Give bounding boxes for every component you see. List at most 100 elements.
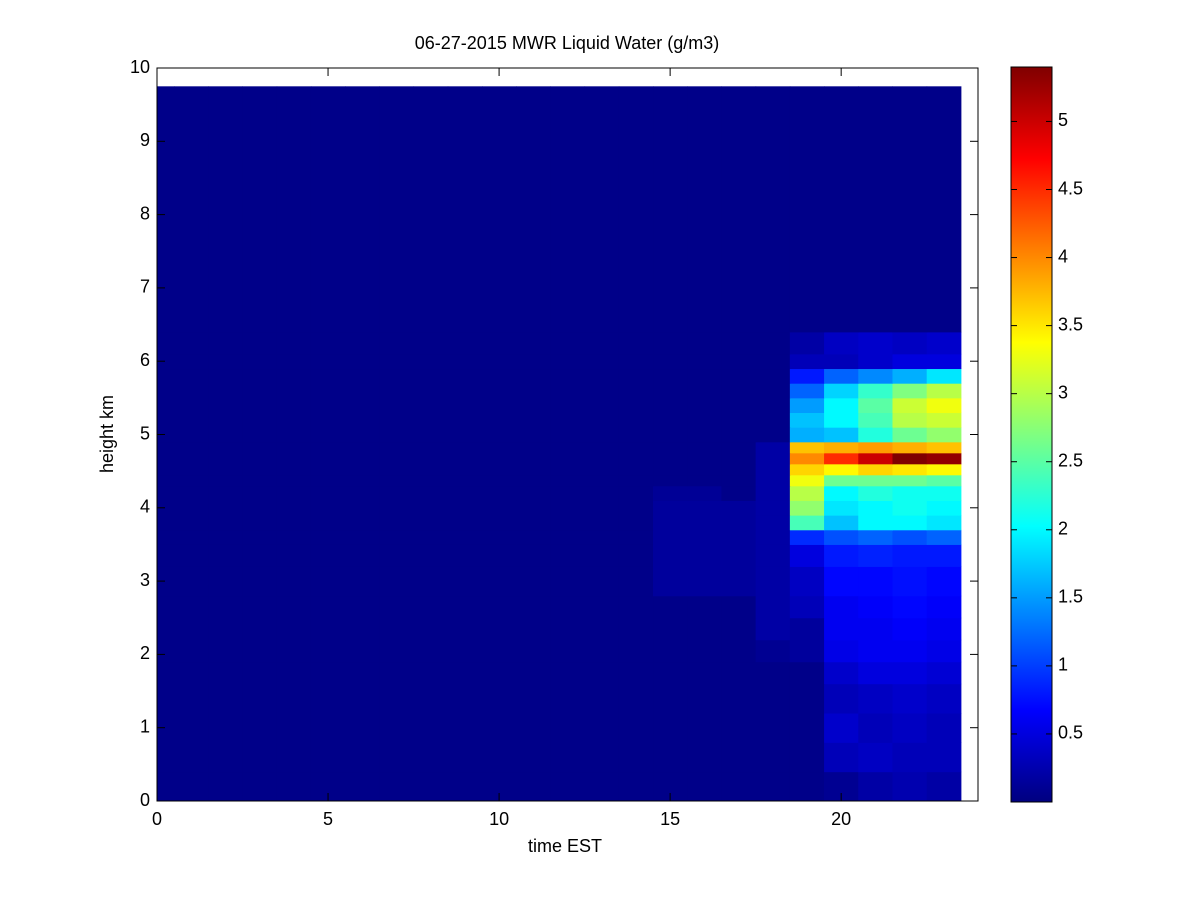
heat-cell	[892, 368, 928, 384]
heat-cell	[157, 412, 175, 428]
heat-cell	[481, 331, 517, 355]
heat-cell	[789, 331, 825, 355]
heat-cell	[858, 595, 893, 619]
heat-cell	[721, 713, 757, 743]
heat-cell	[892, 463, 928, 476]
heat-cell	[892, 639, 928, 663]
heat-cell	[276, 595, 312, 619]
heat-cell	[413, 463, 449, 476]
heat-cell	[687, 771, 722, 802]
heat-cell	[310, 683, 346, 714]
heat-cell	[208, 639, 244, 663]
heat-cell	[310, 661, 346, 685]
heat-cell	[584, 397, 620, 414]
heat-cell	[310, 427, 346, 443]
heat-cell	[721, 566, 757, 597]
heat-cell	[345, 617, 380, 641]
heat-cell	[789, 463, 825, 476]
heat-cell	[481, 463, 517, 476]
heat-cell	[824, 474, 859, 487]
heat-cell	[755, 86, 791, 333]
heat-cell	[584, 500, 620, 516]
heat-cell	[157, 397, 175, 414]
heat-cell	[447, 683, 483, 714]
heat-cell	[824, 617, 859, 641]
heat-cell	[447, 529, 483, 545]
heat-cell	[755, 474, 791, 487]
heat-cell	[516, 617, 551, 641]
heat-cell	[653, 713, 688, 743]
heat-cell	[276, 544, 312, 567]
heat-cell	[516, 368, 551, 384]
heat-cell	[892, 617, 928, 641]
heat-cell	[687, 661, 722, 685]
heat-cell	[926, 397, 962, 414]
x-tick-label: 10	[489, 809, 509, 829]
heat-cell	[208, 368, 244, 384]
heat-cell	[721, 544, 757, 567]
y-tick-label: 4	[140, 497, 150, 517]
heat-cell	[447, 485, 483, 501]
heat-cell	[174, 412, 209, 428]
heat-cell	[618, 474, 654, 487]
heat-cell	[379, 544, 415, 567]
heat-cell	[242, 86, 278, 333]
heat-cell	[926, 771, 962, 802]
heat-cell	[892, 397, 928, 414]
heat-cell	[550, 474, 586, 487]
heat-cell	[858, 463, 893, 476]
heat-cell	[618, 353, 654, 370]
heat-cell	[653, 595, 688, 619]
heat-cell	[413, 661, 449, 685]
heat-cell	[276, 86, 312, 333]
heat-cell	[379, 383, 415, 399]
heat-cell	[174, 515, 209, 531]
heat-cell	[174, 86, 209, 333]
heat-cell	[687, 529, 722, 545]
heat-cell	[824, 515, 859, 531]
heat-cell	[858, 742, 893, 773]
heat-cell	[550, 544, 586, 567]
heat-cell	[653, 661, 688, 685]
heat-cell	[310, 595, 346, 619]
heat-cell	[242, 529, 278, 545]
heat-cell	[926, 331, 962, 355]
heat-cell	[174, 617, 209, 641]
heat-cell	[276, 331, 312, 355]
heat-cell	[345, 742, 380, 773]
heat-cell	[789, 412, 825, 428]
heat-cell	[174, 529, 209, 545]
heat-cell	[687, 500, 722, 516]
heat-cell	[926, 529, 962, 545]
heat-cell	[789, 86, 825, 333]
y-tick-label: 5	[140, 423, 150, 443]
heat-cell	[516, 595, 551, 619]
heat-cell	[157, 331, 175, 355]
heat-cell	[687, 544, 722, 567]
heat-cell	[447, 500, 483, 516]
heat-cell	[413, 713, 449, 743]
heat-cell	[481, 617, 517, 641]
heat-cell	[379, 566, 415, 597]
x-tick-label: 5	[323, 809, 333, 829]
heat-cell	[481, 544, 517, 567]
heat-cell	[157, 485, 175, 501]
heat-cell	[653, 617, 688, 641]
heat-cell	[824, 463, 859, 476]
heat-cell	[584, 713, 620, 743]
heat-cell	[789, 441, 825, 454]
heat-cell	[208, 485, 244, 501]
heatmap-cells	[157, 86, 962, 802]
heat-cell	[345, 397, 380, 414]
heat-cell	[174, 353, 209, 370]
heat-cell	[550, 485, 586, 501]
heat-cell	[481, 452, 517, 465]
heat-cell	[755, 500, 791, 516]
heat-cell	[157, 515, 175, 531]
y-tick-label: 7	[140, 277, 150, 297]
heat-cell	[481, 368, 517, 384]
heat-cell	[653, 474, 688, 487]
heat-cell	[653, 463, 688, 476]
heat-cell	[481, 639, 517, 663]
heat-cell	[687, 463, 722, 476]
